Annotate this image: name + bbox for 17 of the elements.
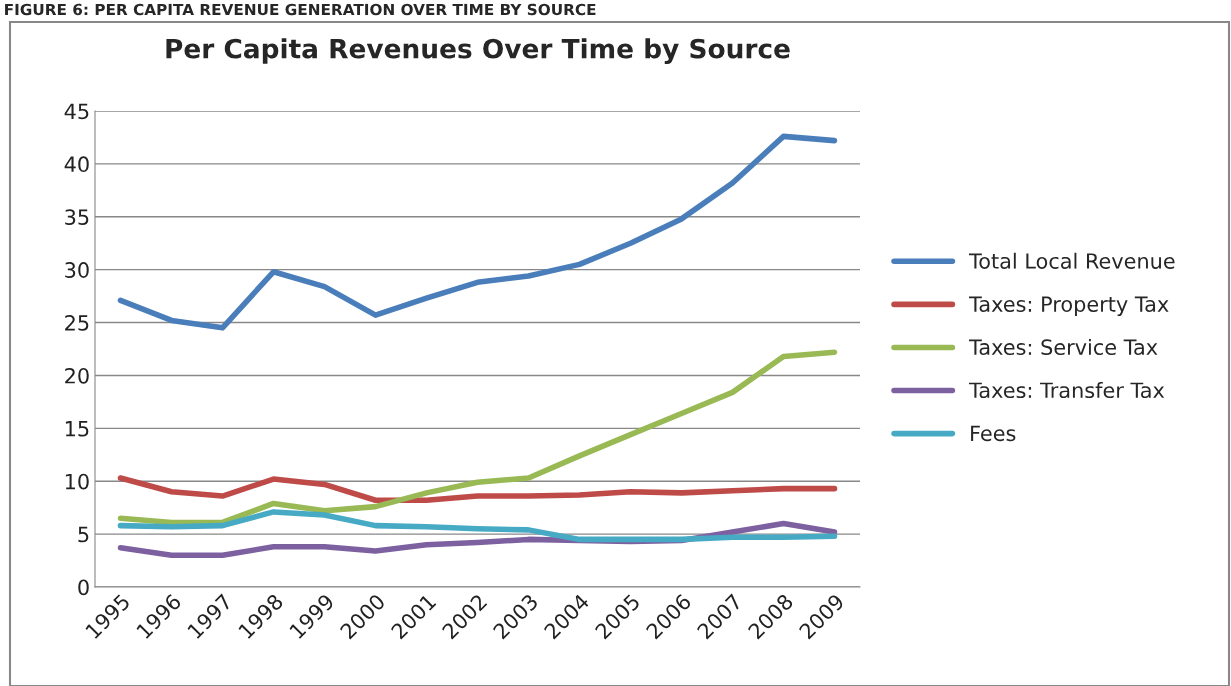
y-tick-label: 45 <box>64 103 89 120</box>
legend-label: Taxes: Transfer Tax <box>968 382 1165 399</box>
y-tick-label: 30 <box>65 262 89 278</box>
chart-title: Per Capita Revenues Over Time by Source <box>166 38 790 64</box>
legend-label: Taxes: Property Tax <box>968 296 1169 316</box>
caption: FIGURE 6: PER CAPITA REVENUE GENERATION OVER TIME BY SOURCE <box>5 3 596 16</box>
y-tick-label: 20 <box>65 367 89 384</box>
y-tick-label: 10 <box>65 473 89 490</box>
legend-label: Fees <box>971 425 1016 442</box>
legend-label: Total Local Revenue <box>968 252 1175 269</box>
y-tick-label: 35 <box>65 209 89 225</box>
y-tick-label: 15 <box>65 421 89 437</box>
y-tick-label: 5 <box>78 526 89 543</box>
legend-label: Taxes: Service Tax <box>968 338 1158 356</box>
y-tick-label: 25 <box>65 315 89 331</box>
y-tick-label: 40 <box>64 156 89 173</box>
y-tick-label: 0 <box>78 579 89 596</box>
